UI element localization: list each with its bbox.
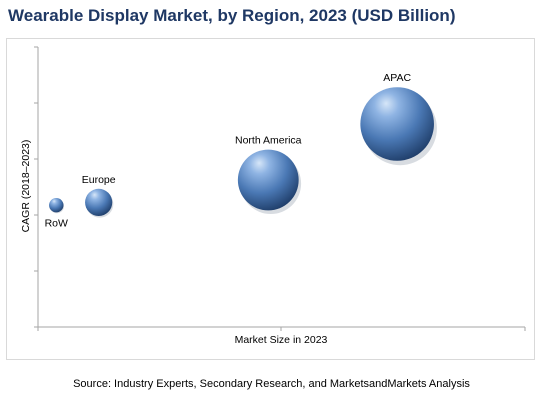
chart-axes xyxy=(34,46,526,331)
bubble-apac xyxy=(360,87,434,161)
bubble-labels: RoW Europe North America APAC xyxy=(45,72,412,229)
bubble-label: North America xyxy=(235,135,302,147)
chart-title: Wearable Display Market, by Region, 2023… xyxy=(8,6,456,25)
bubble-europe xyxy=(85,188,113,216)
bubble-label: APAC xyxy=(383,72,411,84)
bubble-north-america xyxy=(237,149,299,211)
bubble-label: Europe xyxy=(82,174,116,186)
source-note: Source: Industry Experts, Secondary Rese… xyxy=(73,378,470,390)
y-axis-label: CAGR (2018–2023) xyxy=(20,140,32,233)
x-axis-label: Market Size in 2023 xyxy=(235,334,328,346)
bubble-label: RoW xyxy=(45,217,68,229)
chart-frame xyxy=(6,38,535,360)
bubble-series xyxy=(49,87,437,218)
bubble-row xyxy=(49,198,64,213)
